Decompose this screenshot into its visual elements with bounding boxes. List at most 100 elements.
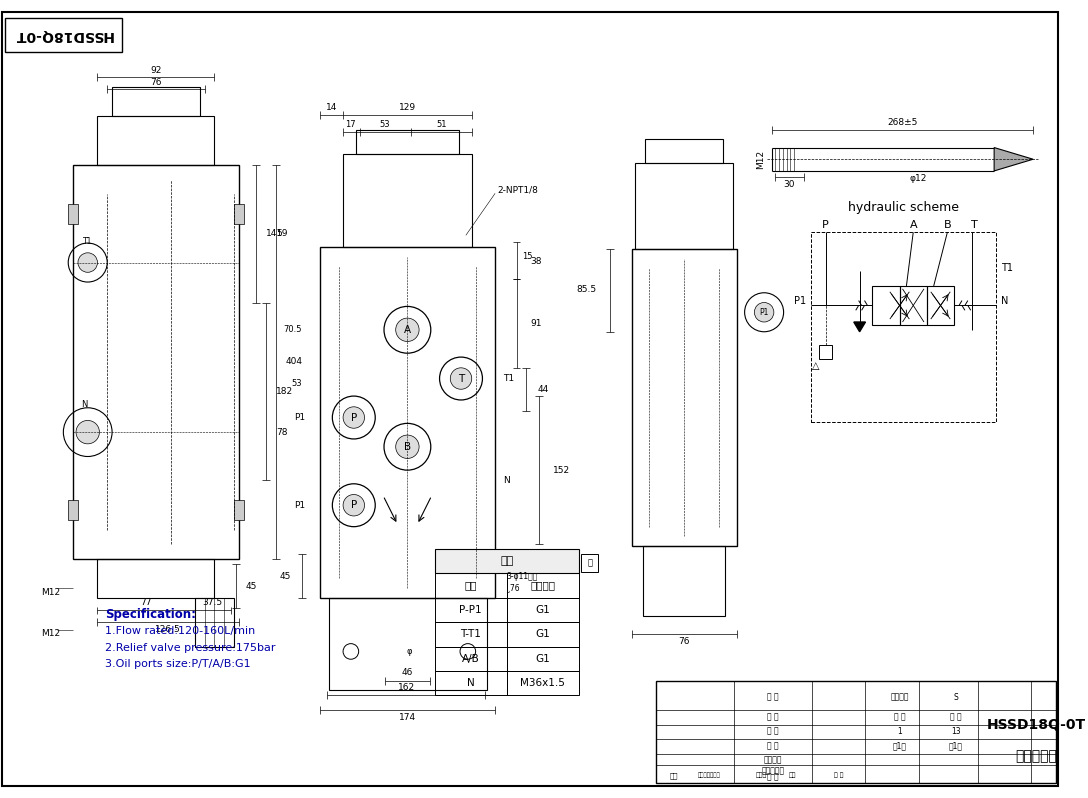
Text: 赣 图: 赣 图 <box>767 727 779 736</box>
Text: 接口: 接口 <box>465 581 477 591</box>
Text: 126.5: 126.5 <box>154 626 181 634</box>
Text: P1: P1 <box>794 295 806 306</box>
Bar <box>195 598 234 646</box>
Circle shape <box>450 368 472 389</box>
Text: 44: 44 <box>537 385 549 393</box>
Bar <box>98 559 214 598</box>
Text: T1: T1 <box>503 374 514 383</box>
Text: Specification:: Specification: <box>106 608 196 621</box>
Text: P: P <box>350 500 357 510</box>
Bar <box>873 286 900 325</box>
Text: 17: 17 <box>346 120 356 128</box>
Text: 78: 78 <box>276 428 287 437</box>
Text: 2.Relief valve pressure:175bar: 2.Relief valve pressure:175bar <box>106 642 275 653</box>
Bar <box>435 671 507 695</box>
Text: 图: 图 <box>588 559 592 567</box>
Text: M12: M12 <box>41 630 60 638</box>
Text: 268±5: 268±5 <box>888 117 917 127</box>
Text: P1: P1 <box>294 500 305 510</box>
Text: 2-NPT1/8: 2-NPT1/8 <box>497 186 537 195</box>
Text: M12: M12 <box>756 150 765 169</box>
Bar <box>234 204 244 223</box>
Text: 工艺检查: 工艺检查 <box>764 755 782 764</box>
Text: A/B: A/B <box>462 654 480 664</box>
Bar <box>635 163 733 249</box>
Text: 1: 1 <box>898 727 902 736</box>
Text: N: N <box>1001 295 1009 306</box>
Text: M36x1.5: M36x1.5 <box>520 678 566 688</box>
Text: 日期: 日期 <box>789 772 796 778</box>
Text: HSSD18Q-0T: HSSD18Q-0T <box>14 29 113 42</box>
Bar <box>330 598 487 690</box>
Circle shape <box>396 318 419 342</box>
Text: 3-φ11等分: 3-φ11等分 <box>507 572 539 581</box>
Text: 76: 76 <box>679 637 690 646</box>
Text: 审 批: 审 批 <box>767 772 779 782</box>
Bar <box>507 622 579 646</box>
Text: N: N <box>467 678 474 688</box>
Text: 37.5: 37.5 <box>202 598 223 607</box>
Bar <box>435 549 579 574</box>
Text: N: N <box>503 476 509 485</box>
Text: S: S <box>954 693 959 701</box>
Text: 152: 152 <box>553 466 570 475</box>
Text: P: P <box>350 413 357 422</box>
Text: 141: 141 <box>267 229 283 238</box>
Text: 91: 91 <box>530 319 542 329</box>
Text: P1: P1 <box>759 308 769 317</box>
Bar <box>435 574 507 598</box>
Text: 70.5: 70.5 <box>284 326 302 334</box>
Text: 美制螺纹: 美制螺纹 <box>530 581 555 591</box>
Circle shape <box>754 302 774 322</box>
Bar <box>112 87 200 117</box>
Bar <box>98 117 214 165</box>
Text: 59: 59 <box>276 229 287 238</box>
Bar <box>656 681 1055 783</box>
Text: 15: 15 <box>522 252 533 261</box>
Text: 阀体: 阀体 <box>500 556 514 567</box>
Bar <box>69 204 78 223</box>
Text: 13: 13 <box>951 727 961 736</box>
Text: 制 图: 制 图 <box>767 713 779 721</box>
Text: 校 对: 校 对 <box>767 741 779 750</box>
Text: T: T <box>972 219 978 230</box>
Text: 1.Flow rated:120-160L/min: 1.Flow rated:120-160L/min <box>106 626 256 636</box>
Text: 85.5: 85.5 <box>577 286 596 294</box>
Text: 53: 53 <box>380 120 391 128</box>
Bar <box>900 286 927 325</box>
Text: 第1张: 第1张 <box>949 741 963 750</box>
Text: 38: 38 <box>530 257 542 266</box>
Text: 标准化检查: 标准化检查 <box>762 767 784 776</box>
Text: 76: 76 <box>150 77 162 87</box>
Text: P-P1: P-P1 <box>459 605 482 615</box>
Text: G1: G1 <box>535 654 551 664</box>
Circle shape <box>396 435 419 459</box>
Text: 92: 92 <box>150 66 162 75</box>
Text: 共1张: 共1张 <box>892 741 906 750</box>
Text: T-T1: T-T1 <box>460 630 481 639</box>
Bar <box>818 346 832 359</box>
Text: 批 准: 批 准 <box>834 772 844 778</box>
Text: P: P <box>823 219 829 230</box>
Text: 51: 51 <box>436 120 447 128</box>
Text: HSSD18Q-0T: HSSD18Q-0T <box>987 717 1086 732</box>
Bar <box>356 130 459 154</box>
Text: 3.Oil ports size:P/T/A/B:G1: 3.Oil ports size:P/T/A/B:G1 <box>106 659 251 669</box>
Bar <box>73 165 238 559</box>
Circle shape <box>78 253 98 272</box>
Text: 174: 174 <box>399 713 416 722</box>
Text: 图样标记: 图样标记 <box>890 693 908 701</box>
Bar <box>343 154 472 247</box>
Text: G1: G1 <box>535 630 551 639</box>
Polygon shape <box>854 322 865 332</box>
Text: △: △ <box>812 361 819 371</box>
Text: A: A <box>404 325 411 335</box>
Bar <box>811 232 997 422</box>
Text: 重 量: 重 量 <box>893 713 905 721</box>
Bar <box>631 249 737 546</box>
Bar <box>69 500 78 519</box>
Text: 一联多路阀: 一联多路阀 <box>1015 749 1056 763</box>
Text: hydraulic scheme: hydraulic scheme <box>848 201 959 215</box>
Bar <box>507 646 579 671</box>
Text: A: A <box>910 219 917 230</box>
